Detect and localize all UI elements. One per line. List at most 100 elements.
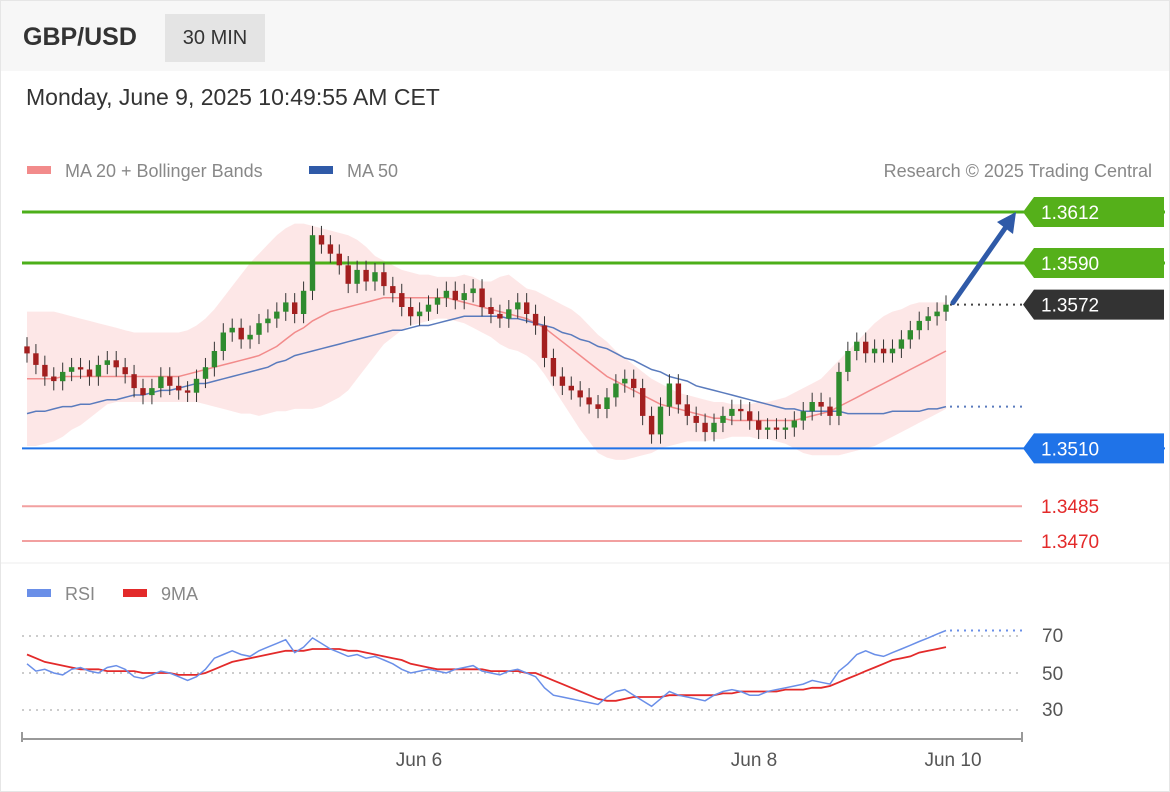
candle [809,392,815,421]
candle [764,418,771,440]
currency-pair-title: GBP/USD [23,23,137,51]
candle-body [60,371,66,382]
candle-body [336,253,342,266]
candle [416,302,423,326]
candle-body [51,376,57,382]
candle-body [479,288,485,307]
candle [479,279,485,317]
candle-body [434,297,441,305]
candle-body [86,369,93,377]
candle [595,395,601,419]
ma50-legend-swatch [309,166,333,174]
candle [363,260,369,291]
candle [684,395,690,426]
rsi-layer [22,629,1022,711]
candle-body [149,388,155,396]
candle-body [524,302,530,314]
candle [756,411,762,440]
candle-body [550,358,557,377]
candle [845,341,851,382]
timeframe-button[interactable]: 30 MIN [165,14,265,62]
candle-body [443,290,450,298]
candle [309,225,316,301]
candle [729,399,735,426]
candle-body [238,327,244,340]
candle [202,357,209,389]
candle [158,367,164,398]
candle [443,281,450,307]
rsi-line [26,629,947,708]
candle-body [131,374,137,389]
x-tick-label-jun-8: Jun 8 [731,750,777,771]
candle [470,279,476,303]
rsi-legend-swatch [27,589,51,597]
candle-body [113,360,119,368]
candle-body [863,341,869,354]
candle-body [408,307,414,317]
candle-body [738,408,744,412]
candle [399,283,405,317]
candle-body [800,411,806,421]
level-tag-1.3612 [1023,197,1164,227]
candle [300,281,307,324]
candle [140,378,146,405]
research-credit: Research © 2025 Trading Central [884,161,1152,181]
projection-arrow-shaft [950,221,1011,306]
candle-body [729,408,735,416]
candle-body [764,427,771,430]
candle [898,330,905,358]
candle-body [568,385,574,391]
candle [292,293,298,324]
candle [711,413,717,442]
candle [77,357,84,379]
candle [559,367,566,396]
candle [889,339,896,363]
candle [506,300,512,328]
candle [345,256,351,294]
candle [131,364,137,398]
candle-body [256,323,262,335]
candle [657,397,664,444]
ma50-legend-label: MA 50 [347,161,398,181]
level-label-1.3590: 1.3590 [1041,254,1099,275]
candle [827,397,833,426]
candle [452,281,458,310]
candle [488,297,494,324]
candle-body [845,351,851,372]
candle [381,262,387,296]
candle [265,309,271,333]
candle-body [211,351,218,368]
candle [550,348,557,386]
candle [211,341,218,377]
candle-body [925,316,931,321]
candle-body [452,290,458,301]
candle-body [176,385,182,391]
candle-body [345,265,351,284]
candle [907,320,913,349]
candle [631,369,637,398]
candle [425,295,432,321]
candle-body [666,383,673,407]
candle [497,304,503,328]
candle [42,355,48,386]
rsi-tick-30: 30 [1042,700,1063,721]
candle [86,360,93,386]
candle [122,357,128,384]
candle-body [693,415,699,423]
candle [24,337,30,363]
candle-body [292,302,298,314]
candle [149,378,155,405]
candle-body [461,293,467,301]
candle-body [158,376,164,389]
candle-body [104,360,110,365]
candle [532,304,539,335]
candle-body [773,427,780,430]
candle-body [416,311,423,317]
price-labels-layer: 1.3612 1.3590 1.3572 1.3510 1.3485 1.3470 [950,197,1164,553]
candle-body [809,402,815,412]
candle-body [309,235,316,291]
candle-body [586,397,592,405]
candle-body [372,272,378,282]
candle [193,369,200,402]
